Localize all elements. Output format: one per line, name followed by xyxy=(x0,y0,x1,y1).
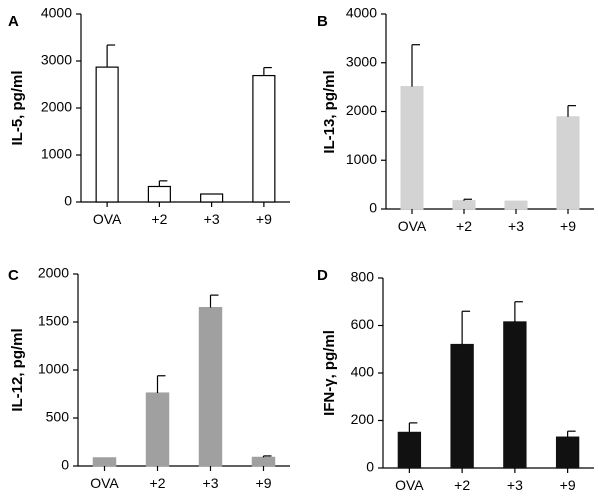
y-tick-label: 1000 xyxy=(41,146,72,162)
panel-letter: B xyxy=(317,13,328,30)
y-tick-label: 600 xyxy=(351,316,375,332)
x-tick-label: OVA xyxy=(93,211,122,227)
x-tick-label: +3 xyxy=(203,475,219,491)
bar xyxy=(147,185,171,203)
y-tick-label: 3000 xyxy=(41,52,72,68)
x-tick-label: +9 xyxy=(256,475,272,491)
x-tick-label: +3 xyxy=(507,477,523,493)
y-tick-label: 2000 xyxy=(346,102,377,118)
y-tick-label: 800 xyxy=(351,269,375,285)
bar xyxy=(555,436,580,469)
panel-d: D IFN-γ, pg/ml 0 200 400 600 800 OVA +2 +3 +9 xyxy=(317,267,594,493)
bar xyxy=(252,74,276,203)
y-axis-label: IL-12, pg/ml xyxy=(9,328,26,411)
y-tick-label: 4000 xyxy=(41,5,72,21)
y-axis-label: IL-5, pg/ml xyxy=(9,71,26,146)
panel-c: C IL-12, pg/ml 0 500 1000 1500 2000 OVA +2 +3 +9 xyxy=(8,265,290,491)
panel-letter: D xyxy=(317,267,328,284)
bar xyxy=(504,200,528,210)
x-tick-label: +2 xyxy=(151,211,167,227)
y-tick-label: 4000 xyxy=(346,5,377,21)
x-tick-label: +2 xyxy=(454,477,470,493)
y-tick-label: 3000 xyxy=(346,53,377,69)
y-tick-label: 0 xyxy=(369,200,377,216)
y-tick-label: 1000 xyxy=(38,361,69,377)
x-tick-label: +9 xyxy=(560,477,576,493)
panel-a: A IL-5, pg/ml 0 1000 2000 3000 4000 OVA +2 +3 +9 xyxy=(8,5,290,227)
bar xyxy=(95,66,119,203)
bar xyxy=(450,343,474,469)
x-tick-label: +3 xyxy=(508,218,524,234)
panel-b: B IL-13, pg/ml 0 1000 2000 3000 4000 OVA +2 +3 +9 xyxy=(317,5,594,234)
bar xyxy=(145,392,170,467)
x-tick-label: +2 xyxy=(456,218,472,234)
y-tick-label: 0 xyxy=(61,457,69,473)
panel-letter: C xyxy=(8,267,19,284)
y-tick-label: 400 xyxy=(351,364,375,380)
y-tick-label: 1000 xyxy=(346,151,377,167)
y-tick-label: 0 xyxy=(366,459,374,475)
x-tick-label: OVA xyxy=(90,475,119,491)
x-tick-label: +3 xyxy=(204,211,220,227)
bar xyxy=(400,86,424,210)
y-tick-label: 1500 xyxy=(38,313,69,329)
y-tick-label: 500 xyxy=(46,409,70,425)
y-axis-label: IL-13, pg/ml xyxy=(321,70,338,153)
y-axis-label: IFN-γ, pg/ml xyxy=(321,330,338,416)
bar xyxy=(397,431,422,469)
bar xyxy=(92,457,117,467)
bar xyxy=(556,116,580,210)
panel-letter: A xyxy=(8,13,19,30)
y-tick-label: 200 xyxy=(351,411,375,427)
y-tick-label: 2000 xyxy=(41,99,72,115)
x-tick-label: +9 xyxy=(560,218,576,234)
bar xyxy=(200,193,224,203)
bar xyxy=(251,456,276,467)
x-tick-label: OVA xyxy=(398,218,427,234)
y-tick-label: 0 xyxy=(64,193,72,209)
x-tick-label: +9 xyxy=(256,211,272,227)
y-tick-label: 2000 xyxy=(38,265,69,281)
x-tick-label: OVA xyxy=(395,477,424,493)
bar xyxy=(503,321,527,469)
x-tick-label: +2 xyxy=(150,475,166,491)
bar xyxy=(198,307,223,467)
bar xyxy=(452,200,476,210)
